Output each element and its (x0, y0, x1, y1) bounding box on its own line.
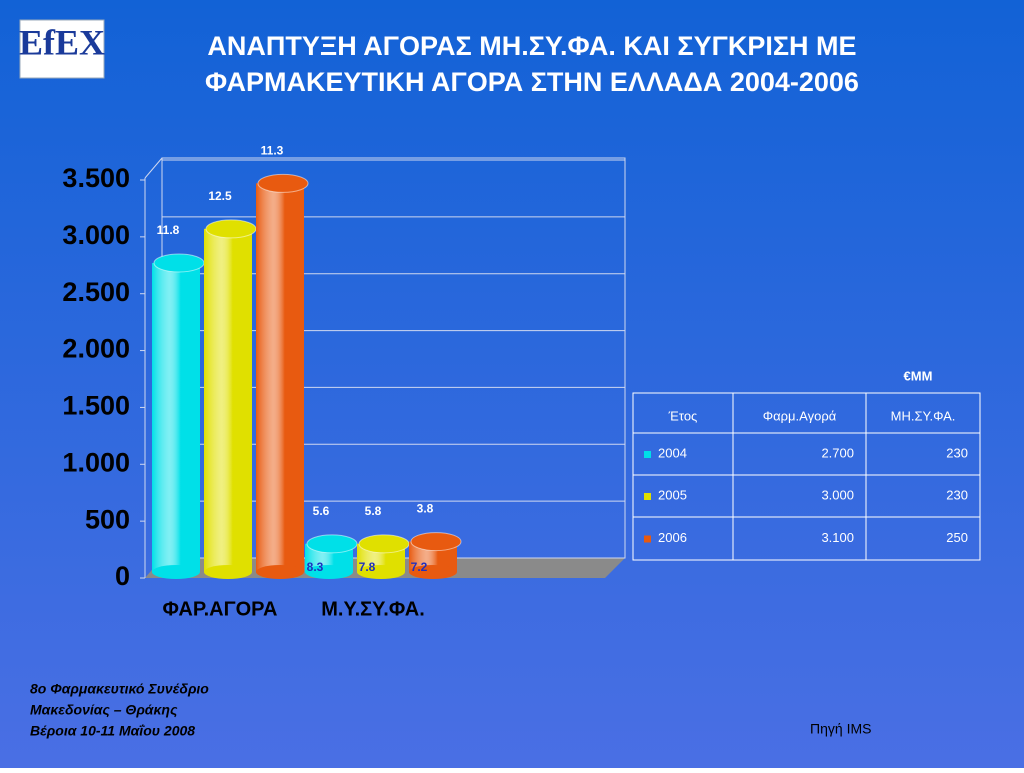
bar (152, 253, 205, 579)
source: Πηγή IMS (810, 721, 871, 737)
bar-top (257, 173, 309, 193)
table-cell: 2006 (658, 530, 687, 545)
x-tick-label: ΦΑΡ.ΑΓΟΡΑ (163, 598, 278, 620)
x-tick-label: Μ.Υ.ΣΥ.ΦΑ. (321, 598, 425, 620)
data-label: 7.8 (359, 560, 376, 574)
table-cell: 2004 (658, 445, 687, 460)
bar-bottom (357, 565, 405, 579)
table-header: Φαρμ.Αγορά (763, 408, 837, 423)
legend-swatch (644, 451, 651, 458)
table-cell: 2005 (658, 487, 687, 502)
bar-top (153, 253, 205, 273)
legend-swatch (644, 493, 651, 500)
logo: EfEX (19, 19, 105, 79)
table-cell: 3.000 (821, 487, 854, 502)
table-cell: 230 (946, 445, 968, 460)
bar-body (152, 262, 200, 572)
table-unit: €MM (904, 368, 933, 383)
bar (256, 173, 309, 579)
bar-bottom (256, 565, 304, 579)
y-tick-label: 1.000 (62, 447, 130, 477)
data-label: 5.6 (313, 504, 330, 518)
bar (357, 534, 410, 579)
table-header: ΜΗ.ΣΥ.ΦΑ. (891, 408, 956, 423)
table-cell: 250 (946, 530, 968, 545)
bar (409, 532, 462, 579)
y-tick-label: 3.500 (62, 163, 130, 193)
y-tick-label: 500 (85, 504, 130, 534)
data-label: 7.2 (411, 560, 428, 574)
y-tick-label: 3.000 (62, 220, 130, 250)
y-tick-label: 1.500 (62, 391, 130, 421)
title-line: ΦΑΡΜΑΚΕΥΤΙΚΗ ΑΓΟΡΑ ΣΤΗΝ ΕΛΛΑΔΑ 2004-2006 (205, 67, 859, 97)
bar-bottom (409, 565, 457, 579)
bar-top (410, 532, 462, 552)
table-header: Έτος (668, 408, 698, 423)
bar-top (205, 219, 257, 239)
bar-top (358, 534, 410, 554)
table-cell: 230 (946, 487, 968, 502)
bar-bottom (152, 565, 200, 579)
bar-body (204, 228, 252, 572)
table-cell: 3.100 (821, 530, 854, 545)
data-label: 11.3 (261, 144, 284, 158)
legend-swatch (644, 535, 651, 543)
y-tick-label: 0 (115, 561, 130, 591)
logo-box (19, 19, 105, 79)
data-label: 8.3 (307, 560, 324, 574)
table-cell: 2.700 (821, 445, 854, 460)
table-frame (632, 392, 981, 561)
bar (305, 534, 358, 579)
bar (204, 219, 257, 579)
data-label: 11.8 (157, 223, 180, 237)
bar-bottom (305, 565, 353, 579)
bar-body (256, 183, 304, 572)
y-tick-label: 2.500 (62, 277, 130, 307)
axis-edge (144, 157, 163, 179)
bar-top (306, 534, 358, 554)
y-tick-label: 2.000 (62, 334, 130, 364)
logo-text: EfEX (19, 22, 105, 62)
footer-line: 8ο Φαρμακευτικό Συνέδριο (30, 681, 209, 697)
data-label: 12.5 (208, 189, 232, 203)
footer-line: Μακεδονίας – Θράκης (30, 702, 178, 718)
title-line: ΑΝΑΠΤΥΞΗ ΑΓΟΡΑΣ ΜΗ.ΣΥ.ΦΑ. ΚΑΙ ΣΥΓΚΡΙΣΗ Μ… (207, 31, 856, 61)
data-label: 3.8 (417, 502, 434, 516)
footer-line: Βέροια 10-11 Μαΐου 2008 (30, 723, 195, 739)
data-label: 5.8 (365, 504, 382, 518)
bar-bottom (204, 565, 252, 579)
